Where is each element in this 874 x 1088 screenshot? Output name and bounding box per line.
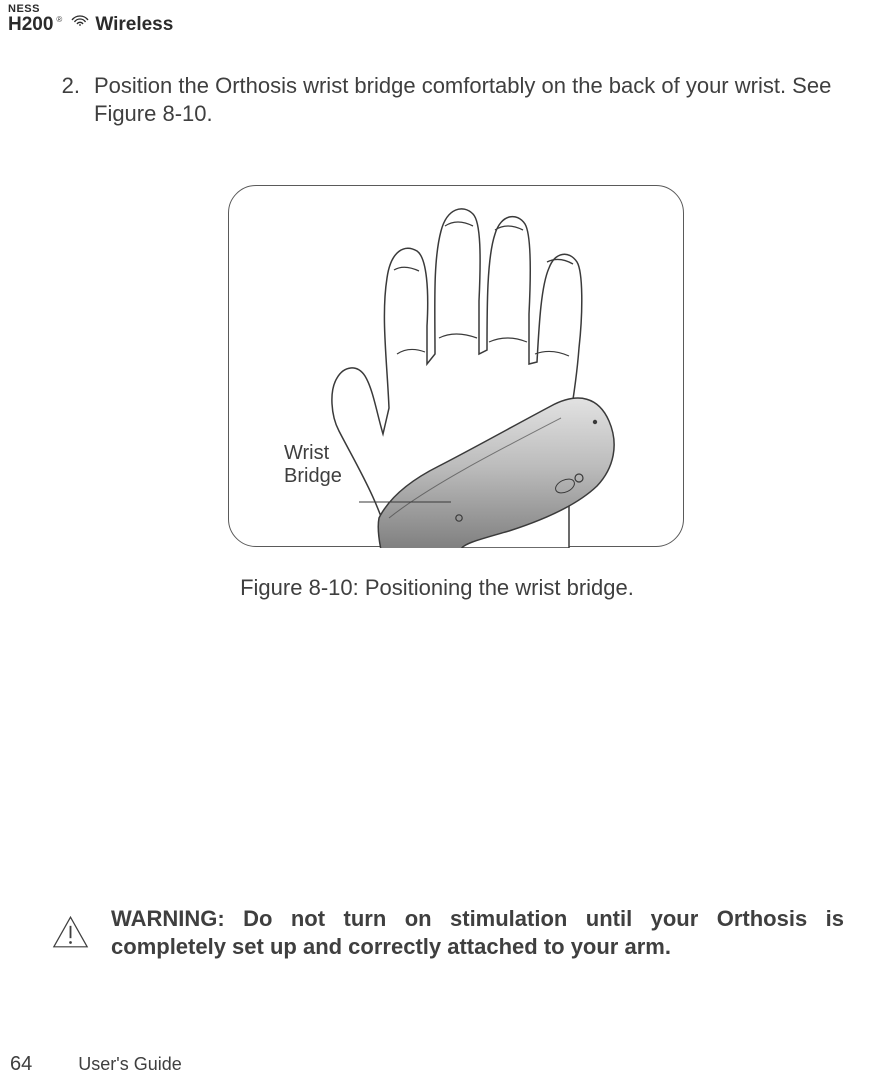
logo-wireless-text: Wireless xyxy=(95,15,173,34)
warning-icon xyxy=(52,905,89,959)
instruction-text: Position the Orthosis wrist bridge comfo… xyxy=(94,72,844,128)
page-number: 64 xyxy=(10,1053,32,1076)
instruction-number: 2. xyxy=(58,72,80,128)
figure-label: Wrist Bridge xyxy=(284,442,342,488)
wireless-icon xyxy=(71,12,89,26)
instruction-step: 2. Position the Orthosis wrist bridge co… xyxy=(58,72,844,128)
warning-block: WARNING: Do not turn on stimulation unti… xyxy=(52,905,844,961)
wrist-bridge-illustration xyxy=(229,186,685,548)
figure-label-line1: Wrist xyxy=(284,442,329,464)
guide-label: User's Guide xyxy=(78,1054,181,1075)
bridge-rivet xyxy=(593,420,597,424)
figure-frame xyxy=(228,185,684,547)
registered-mark-icon: ® xyxy=(56,16,62,24)
product-logo: NESS H200® Wireless xyxy=(8,4,173,34)
page-footer: 64 User's Guide xyxy=(10,1053,182,1076)
logo-model-text: H200 xyxy=(8,15,53,34)
figure-label-line2: Bridge xyxy=(284,465,342,487)
figure-caption: Figure 8-10: Positioning the wrist bridg… xyxy=(0,575,874,601)
warning-text: WARNING: Do not turn on stimulation unti… xyxy=(111,905,844,961)
